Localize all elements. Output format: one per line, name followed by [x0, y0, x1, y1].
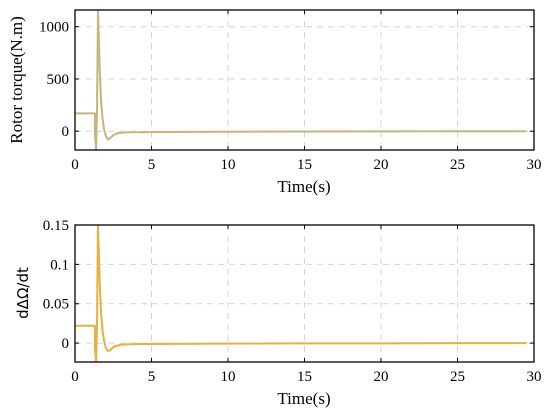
x-axis-label: Time(s)	[277, 177, 330, 196]
y-tick-label: 0.05	[43, 297, 69, 313]
x-tick-label: 0	[71, 369, 79, 385]
x-tick-label: 25	[450, 369, 465, 385]
y-tick-label: 0.15	[43, 218, 69, 234]
y-tick-label: 1000	[39, 20, 69, 36]
x-tick-label: 15	[297, 157, 312, 173]
y-axis-label: Rotor torque(N.m)	[7, 16, 26, 143]
y-tick-label: 500	[47, 72, 70, 88]
x-tick-label: 25	[450, 157, 465, 173]
x-tick-label: 20	[374, 369, 389, 385]
x-tick-label: 30	[527, 157, 542, 173]
x-tick-label: 30	[527, 369, 542, 385]
series-line	[75, 10, 527, 150]
x-tick-label: 15	[297, 369, 312, 385]
y-tick-label: 0	[62, 336, 70, 352]
x-tick-label: 5	[148, 369, 156, 385]
x-tick-label: 10	[221, 157, 236, 173]
x-tick-label: 5	[148, 157, 156, 173]
x-tick-label: 0	[71, 157, 79, 173]
y-tick-label: 0.1	[50, 257, 69, 273]
chart-d-delta-omega-dt: 0 5 10 15 20 25 30 0 0.05 0.1 0.15 Time(s) dΔΩ/dt	[14, 218, 542, 408]
y-tick-label: 0	[62, 124, 70, 140]
x-tick-label: 20	[374, 157, 389, 173]
x-axis-label: Time(s)	[277, 389, 330, 408]
y-axis-label: dΔΩ/dt	[14, 267, 32, 319]
series-line	[75, 225, 527, 362]
x-tick-label: 10	[221, 369, 236, 385]
chart-rotor-torque: 0 5 10 15 20 25 30 0 500 1000 Time(s) Rotor torque(…	[7, 9, 542, 196]
